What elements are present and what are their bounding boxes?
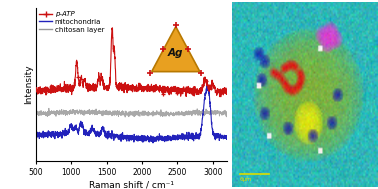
Text: 6μm: 6μm [240, 177, 252, 182]
Polygon shape [152, 27, 200, 72]
Legend: p-ATP, mitochondria, chitosan layer: p-ATP, mitochondria, chitosan layer [39, 11, 104, 33]
X-axis label: Raman shift / cm⁻¹: Raman shift / cm⁻¹ [89, 180, 174, 189]
Text: Ag: Ag [168, 48, 183, 58]
Y-axis label: Intensity: Intensity [24, 64, 33, 104]
